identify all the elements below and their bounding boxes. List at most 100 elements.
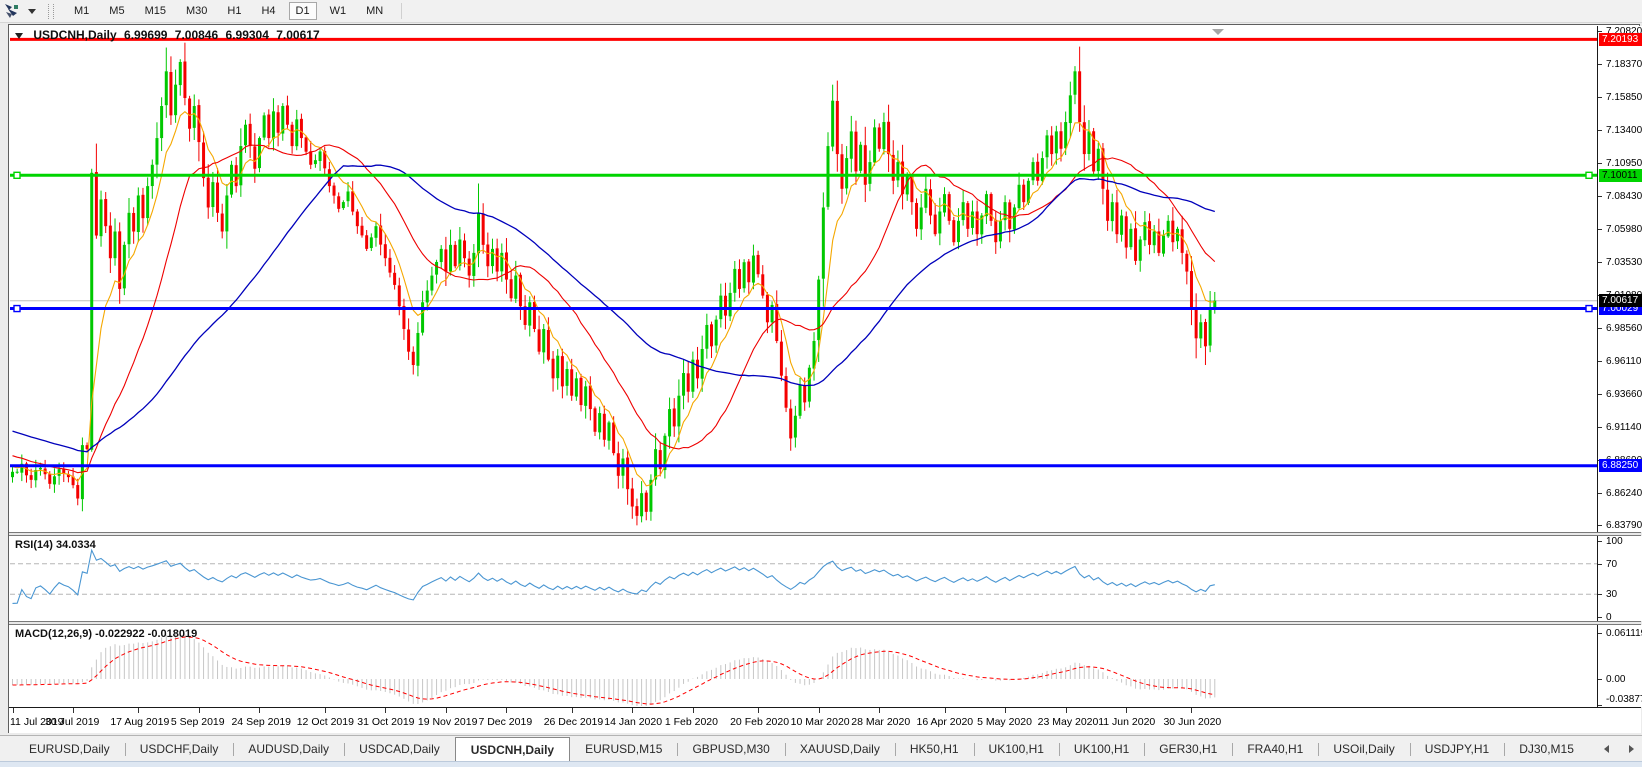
panel-splitter-rsi[interactable] [9, 532, 1641, 536]
timeframe-button-w1[interactable]: W1 [329, 5, 347, 17]
date-tick [324, 708, 326, 713]
tab-scroll-right-icon[interactable] [1629, 745, 1634, 753]
date-tick-label: 1 Feb 2020 [664, 716, 718, 728]
tab-hk50-h1[interactable]: HK50,H1 [894, 736, 974, 761]
price-tick-label: 7.10950 [1606, 157, 1642, 169]
price-tick-label: 7.18370 [1606, 58, 1642, 70]
rsi-tick-label: 30 [1606, 589, 1618, 601]
chart-shift-marker[interactable] [1212, 29, 1224, 35]
chart-symbol-label: USDCNH,Daily [33, 28, 117, 42]
timeframe-button-m30[interactable]: M30 [185, 5, 208, 17]
date-tick-label: 16 Apr 2020 [916, 716, 974, 728]
price-tick [1598, 328, 1602, 330]
price-tick [1598, 360, 1602, 362]
price-tick-label: 6.86240 [1606, 487, 1642, 499]
tab-xauusd-daily[interactable]: XAUUSD,Daily [784, 736, 895, 761]
status-strip [0, 761, 1642, 767]
chevron-down-icon[interactable] [28, 8, 36, 14]
line-handle [1585, 171, 1593, 180]
date-tick [632, 708, 634, 713]
ohlc-low: 6.99304 [225, 28, 269, 42]
macd-signal-line [12, 636, 1215, 705]
tab-dj30-m15[interactable]: DJ30,M15 [1504, 736, 1589, 761]
tab-usdjpy-h1[interactable]: USDJPY,H1 [1409, 736, 1504, 761]
rsi-tick [1598, 594, 1602, 596]
date-tick-label: 26 Dec 2019 [543, 716, 604, 728]
date-tick [944, 708, 946, 713]
timeframe-button-m15[interactable]: M15 [144, 5, 166, 17]
price-tick-label: 6.83790 [1606, 520, 1642, 532]
ohlc-close: 7.00617 [276, 28, 320, 42]
tab-eurusd-daily[interactable]: EURUSD,Daily [29, 742, 110, 756]
price-tick-label: 7.08430 [1606, 191, 1642, 203]
timeframe-button-m1[interactable]: M1 [74, 5, 90, 17]
rsi-tick-label: 100 [1606, 536, 1623, 547]
date-tick [1126, 708, 1128, 713]
timeframe-button-m5[interactable]: M5 [109, 5, 125, 17]
tab-usdcnh-daily[interactable]: USDCNH,Daily [454, 737, 571, 761]
price-tick-label: 7.15850 [1606, 92, 1642, 104]
price-tick-label: 6.93660 [1606, 388, 1642, 400]
chart-ohlc-header: USDCNH,Daily 6.99699 7.00846 6.99304 7.0… [15, 28, 324, 42]
main-price-chart [10, 29, 1597, 526]
date-tick [445, 708, 447, 713]
toolbar-grip[interactable] [48, 3, 54, 19]
date-tick-label: 11 Jun 2020 [1098, 716, 1156, 728]
macd-tick-label: 0.00 [1606, 674, 1626, 685]
price-tick [1598, 492, 1602, 494]
date-tick-label: 31 Oct 2019 [357, 716, 415, 728]
chart-tools-icon[interactable] [4, 3, 22, 19]
ohlc-open: 6.99699 [124, 28, 168, 42]
date-tick [879, 708, 881, 713]
tab-usdchf-daily[interactable]: USDCHF,Daily [124, 736, 234, 761]
macd-tick-label: -0.038777 [1606, 694, 1642, 705]
macd-histogram [12, 633, 1216, 706]
macd-tick [1598, 679, 1602, 680]
timeframe-button-mn[interactable]: MN [366, 5, 384, 17]
rsi-tick-label: 70 [1606, 558, 1618, 570]
date-tick-label: 19 Nov 2019 [417, 716, 478, 728]
tab-uk100-h1[interactable]: UK100,H1 [1058, 736, 1144, 761]
date-tick [571, 708, 573, 713]
tab-fra40-h1[interactable]: FRA40,H1 [1232, 736, 1318, 761]
tab-usdcad-daily[interactable]: USDCAD,Daily [344, 736, 455, 761]
price-tick [1598, 31, 1602, 32]
rsi-axis: 100 70 30 0 [1597, 536, 1642, 623]
rsi-tick-label: 0 [1606, 612, 1612, 623]
timeframe-button-h4[interactable]: H4 [261, 5, 276, 17]
tab-scroll-left-icon[interactable] [1604, 745, 1609, 753]
tab-uk100-h1[interactable]: UK100,H1 [973, 736, 1059, 761]
symbol-collapse-icon[interactable] [15, 32, 23, 39]
chart-tab-bar: EURUSD,Daily USDCHF,Daily AUDUSD,Daily USDC… [0, 735, 1642, 761]
price-axis: 7.20820 7.18370 7.15850 7.13400 7.10950 7.084… [1597, 26, 1642, 532]
tab-eurusd-m15[interactable]: EURUSD,M15 [585, 742, 663, 756]
rsi-tick [1598, 563, 1602, 565]
date-tick [758, 708, 760, 713]
macd-tick-label: 0.061119 [1606, 627, 1642, 639]
chart-window [8, 24, 1640, 733]
tab-gbpusd-m30[interactable]: GBPUSD,M30 [677, 736, 784, 761]
date-tick [138, 708, 140, 713]
date-tick-label: 24 Sep 2019 [231, 716, 292, 728]
date-tick-label: 10 Mar 2020 [790, 716, 850, 728]
rsi-line [12, 548, 1215, 604]
macd-label: MACD(12,26,9) -0.022922 -0.018019 [15, 628, 198, 640]
date-tick [385, 708, 387, 713]
timeframe-button-d1[interactable]: D1 [288, 2, 317, 20]
line-handle [13, 304, 21, 313]
rsi-tick [1598, 617, 1602, 618]
date-tick-label: 30 Jul 2019 [45, 716, 100, 728]
candlestick-series [11, 42, 1217, 526]
macd-panel [12, 633, 1216, 706]
top-toolbar: M1 M5 M15 M30 H1 H4 D1 W1 MN [0, 0, 1642, 23]
tab-ger30-h1[interactable]: GER30,H1 [1144, 736, 1232, 761]
price-tick [1598, 63, 1602, 65]
panel-splitter-macd[interactable] [9, 621, 1641, 625]
timeframe-button-h1[interactable]: H1 [227, 5, 242, 17]
date-tick-label: 20 Feb 2020 [730, 716, 790, 728]
tab-usoil-daily[interactable]: USOil,Daily [1318, 736, 1409, 761]
tab-audusd-daily[interactable]: AUDUSD,Daily [233, 736, 344, 761]
date-tick [12, 708, 14, 713]
date-tick-label: 23 May 2020 [1037, 716, 1099, 728]
date-tick [1065, 708, 1067, 713]
